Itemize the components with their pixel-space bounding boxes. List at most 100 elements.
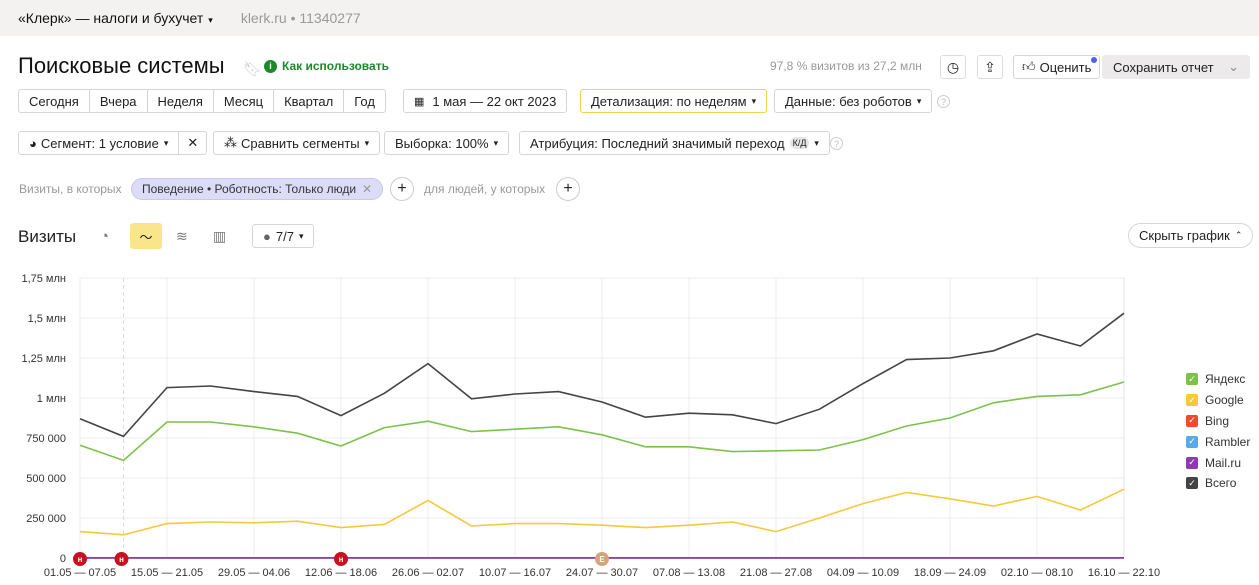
period-yesterday[interactable]: Вчера bbox=[88, 89, 148, 113]
x-tick-label: 12.06 — 18.06 bbox=[305, 567, 377, 579]
compare-segments-dropdown[interactable]: ⁂ Сравнить сегменты ▾ bbox=[213, 131, 381, 155]
visits-info: 97,8 % визитов из 27,2 млн bbox=[770, 59, 922, 73]
hide-chart-button[interactable]: Скрыть график ⌃ bbox=[1128, 223, 1254, 248]
annotation-marker bbox=[114, 552, 129, 566]
help-icon[interactable]: ? bbox=[937, 95, 950, 108]
close-icon[interactable]: ✕ bbox=[362, 182, 373, 196]
bar-chart-type-icon[interactable]: ▥ bbox=[213, 228, 227, 244]
visits-chart: 0 250 000 500 000 750 000 1 млн 1,25 млн 1,5 м… bbox=[21, 273, 1160, 579]
chart-legend: ✓ Яндекс ✓ Google ✓ Bing ✓ Rambler ✓ Mail.ru … bbox=[1186, 369, 1250, 494]
checkbox-icon: ✓ bbox=[1186, 394, 1198, 407]
rate-label: Оценить bbox=[1039, 59, 1092, 75]
legend-item[interactable]: ✓ Яндекс bbox=[1186, 369, 1250, 390]
x-tick-label: 26.06 — 02.07 bbox=[392, 567, 464, 579]
date-range-button[interactable]: ▦ 1 мая — 22 окт 2023 bbox=[403, 89, 568, 113]
history-button[interactable]: ◷ bbox=[940, 55, 966, 79]
attribution-dropdown[interactable]: Атрибуция: Последний значимый переход К/Д… bbox=[519, 131, 830, 155]
filter-chip[interactable]: Поведение • Роботность: Только люди ✕ bbox=[131, 178, 384, 200]
comment-icon: ● bbox=[263, 228, 271, 244]
series-line-Google bbox=[79, 488, 1125, 536]
legend-label: Mail.ru bbox=[1205, 455, 1242, 470]
legend-item[interactable]: ✓ Всего bbox=[1186, 473, 1250, 494]
info-icon: i bbox=[264, 59, 277, 73]
page-title: Поисковые системы bbox=[18, 53, 225, 78]
thumbs-icon: 👍︎ bbox=[1022, 59, 1036, 74]
y-tick-label: 1 млн bbox=[37, 393, 66, 405]
legend-label: Bing bbox=[1205, 413, 1230, 428]
series-line-Всего bbox=[79, 312, 1125, 438]
how-to-label: Как использовать bbox=[282, 59, 389, 73]
close-icon: ✕ bbox=[187, 135, 199, 150]
detail-dropdown[interactable]: Детализация: по неделям ▾ bbox=[580, 89, 768, 113]
legend-item[interactable]: ✓ Rambler bbox=[1186, 431, 1250, 452]
y-tick-label: 0 bbox=[60, 553, 66, 565]
chevron-down-icon: ▾ bbox=[916, 95, 922, 106]
area-chart-type-icon[interactable]: ≋ bbox=[176, 228, 188, 244]
annotation-marker bbox=[595, 552, 609, 566]
pie-chart-type-icon[interactable]: ◔ bbox=[100, 228, 110, 245]
data-filter-dropdown[interactable]: Данные: без роботов ▾ bbox=[774, 89, 933, 113]
filter-chip-label: Поведение • Роботность: Только люди bbox=[142, 182, 357, 196]
y-tick-label: 1,25 млн bbox=[21, 353, 66, 365]
x-tick-label: 29.05 — 04.06 bbox=[218, 567, 290, 579]
help-icon[interactable]: ? bbox=[830, 137, 843, 150]
period-year[interactable]: Год bbox=[343, 89, 386, 113]
add-visit-condition-button[interactable]: + bbox=[390, 177, 414, 201]
line-chart-type-icon[interactable]: 〜 bbox=[130, 223, 162, 249]
share-icon: ⇪ bbox=[984, 58, 996, 75]
annotation-marker bbox=[334, 552, 348, 566]
save-label: Сохранить отчет bbox=[1113, 59, 1214, 75]
sample-label: Выборка: 100% bbox=[395, 135, 489, 151]
site-selector[interactable]: «Клерк» — налоги и бухучет ▾ bbox=[18, 10, 213, 26]
hide-chart-label: Скрыть график bbox=[1139, 228, 1230, 243]
filter-prefix: Визиты, в которых bbox=[19, 182, 122, 196]
x-tick-label: 01.05 — 07.05 bbox=[44, 567, 116, 579]
clear-segment-button[interactable]: ✕ bbox=[178, 131, 208, 155]
rate-button[interactable]: 👍︎ Оценить bbox=[1013, 55, 1101, 79]
attribution-badge: К/Д bbox=[789, 137, 810, 149]
legend-item[interactable]: ✓ Bing bbox=[1186, 411, 1250, 432]
x-tick-label: 15.05 — 21.05 bbox=[131, 567, 203, 579]
period-selector: Сегодня Вчера Неделя Месяц Квартал Год bbox=[18, 89, 386, 113]
chevron-down-icon: ▾ bbox=[208, 15, 213, 25]
date-range-label: 1 мая — 22 окт 2023 bbox=[432, 93, 557, 109]
period-quarter[interactable]: Квартал bbox=[273, 89, 345, 113]
add-people-condition-button[interactable]: + bbox=[556, 177, 580, 201]
checkbox-icon: ✓ bbox=[1186, 373, 1198, 386]
segment-label: Сегмент: 1 условие bbox=[40, 135, 159, 151]
checkbox-icon: ✓ bbox=[1186, 477, 1198, 490]
clock-icon: ◷ bbox=[946, 58, 960, 75]
y-tick-label: 750 000 bbox=[26, 433, 66, 445]
data-filter-label: Данные: без роботов bbox=[785, 93, 912, 109]
legend-item[interactable]: ✓ Mail.ru bbox=[1186, 452, 1250, 473]
chevron-down-icon: ▾ bbox=[163, 137, 169, 148]
how-to-link[interactable]: i Как использовать bbox=[264, 59, 389, 73]
export-button[interactable]: ⇪ bbox=[977, 55, 1003, 79]
bookmark-icon[interactable]: 🔖︎ bbox=[243, 61, 263, 78]
segment-group: ◕ Сегмент: 1 условие ▾ ✕ bbox=[18, 131, 208, 155]
period-week[interactable]: Неделя bbox=[146, 89, 214, 113]
x-tick-label: 24.07 — 30.07 bbox=[566, 567, 638, 579]
drops-icon: ⁂ bbox=[224, 135, 237, 150]
period-today[interactable]: Сегодня bbox=[18, 89, 90, 113]
chevron-down-icon: ⌄ bbox=[1228, 59, 1239, 74]
compare-label: Сравнить сегменты bbox=[241, 135, 360, 151]
checkbox-icon: ✓ bbox=[1186, 435, 1198, 448]
annotation-label: н bbox=[339, 555, 344, 564]
x-tick-label: 04.09 — 10.09 bbox=[827, 567, 899, 579]
sample-dropdown[interactable]: Выборка: 100% ▾ bbox=[384, 131, 510, 155]
annotation-label: н bbox=[119, 555, 124, 564]
period-month[interactable]: Месяц bbox=[212, 89, 275, 113]
checkbox-icon: ✓ bbox=[1186, 456, 1198, 469]
annotations-dropdown[interactable]: ● 7/7 ▾ bbox=[252, 224, 315, 248]
annotations-count: 7/7 bbox=[275, 228, 294, 244]
y-tick-label: 250 000 bbox=[26, 513, 66, 525]
calendar-icon: ▦ bbox=[414, 95, 425, 108]
y-tick-label: 1,5 млн bbox=[28, 313, 66, 325]
top-bar: «Клерк» — налоги и бухучет ▾ klerk.ru • 1… bbox=[0, 0, 1259, 36]
y-tick-label: 500 000 bbox=[26, 473, 66, 485]
segment-dropdown[interactable]: ◕ Сегмент: 1 условие ▾ bbox=[18, 131, 180, 155]
notification-dot bbox=[1091, 57, 1098, 63]
save-report-button[interactable]: Сохранить отчет ⌄ bbox=[1102, 55, 1250, 79]
legend-item[interactable]: ✓ Google bbox=[1186, 390, 1250, 411]
